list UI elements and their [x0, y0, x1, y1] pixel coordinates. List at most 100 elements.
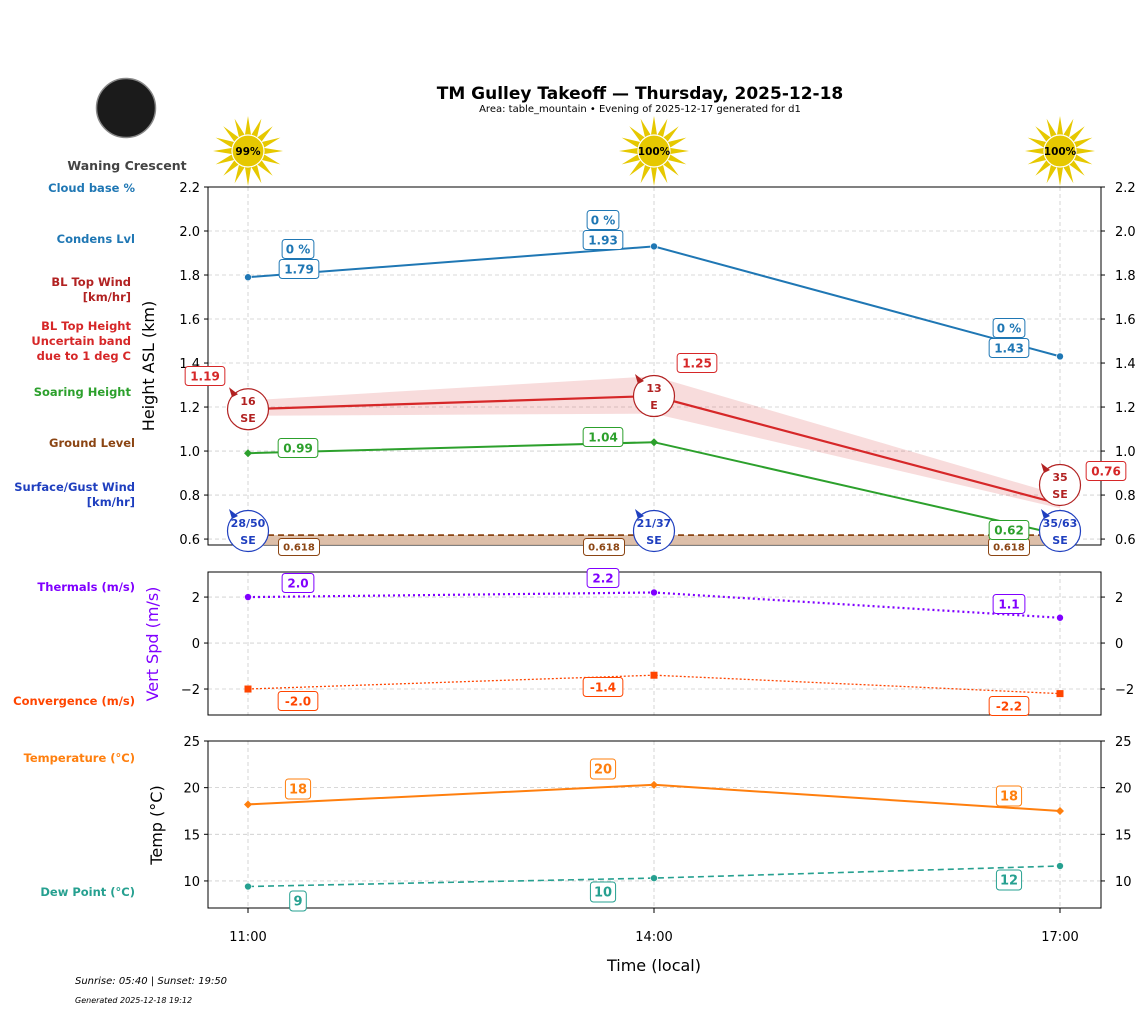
y-tick-label: 25: [183, 735, 200, 750]
y-tick-label: 1.8: [179, 269, 200, 284]
soaring-label: 1.04: [582, 427, 624, 447]
label-box: [995, 785, 1023, 807]
wind-circle: [632, 509, 676, 553]
label-box: [277, 691, 319, 711]
chart-subtitle: Area: table_mountain • Evening of 2025-1…: [479, 104, 801, 115]
wind-arrow-icon: [229, 509, 238, 519]
sun-disc: [1043, 134, 1077, 168]
wind-arrow-icon: [1041, 509, 1050, 519]
y-tick-label-right: 0: [1115, 637, 1123, 652]
wind-direction: SE: [240, 534, 255, 547]
label-box: [586, 568, 620, 588]
wind-direction: SE: [240, 412, 255, 425]
y-tick-label: 0.6: [179, 533, 200, 548]
label-text: 1.19: [190, 369, 220, 383]
wind-direction: SE: [1052, 488, 1067, 501]
y-axis-label-height: Height ASL (km): [139, 301, 158, 431]
label-text: -1.4: [590, 680, 616, 694]
label-text: 20: [594, 763, 612, 778]
dew-point-point: [1056, 862, 1064, 870]
bl-wind-badge: 35 SE: [1038, 463, 1082, 507]
wind-circle: [226, 509, 270, 553]
surface-wind-badge: 28/50 SE: [226, 509, 270, 553]
label-box: [995, 869, 1023, 891]
wind-speed: 13: [646, 382, 661, 395]
label-bl-band-note: due to 1 deg C: [37, 349, 131, 363]
y-tick-label: 1.2: [179, 401, 200, 416]
y-tick-label: 2.0: [179, 225, 200, 240]
soaring-label: 0.62: [988, 520, 1030, 540]
y-tick-label: 20: [183, 782, 200, 797]
sun-disc: [231, 134, 265, 168]
y-tick-label-right: 0.8: [1115, 489, 1136, 504]
label-box: [583, 538, 625, 556]
sun-percent: 100%: [1044, 146, 1077, 158]
wind-direction: SE: [1052, 534, 1067, 547]
label-text: 9: [293, 895, 302, 910]
dew-point-label: 9: [289, 890, 307, 912]
condens-point: [244, 273, 252, 282]
sun-disc: [637, 134, 671, 168]
y-axis-label-vert: Vert Spd (m/s): [143, 587, 162, 702]
y-tick-label-right: 1.8: [1115, 269, 1136, 284]
wind-arrow-icon: [635, 509, 644, 519]
wind-circle: [1038, 463, 1082, 507]
bl-uncertainty-band: [248, 376, 1060, 509]
label-surface-wind: Surface/Gust Wind: [14, 480, 135, 494]
x-tick-label: 11:00: [229, 930, 266, 945]
thermals-point: [1056, 613, 1064, 622]
wind-arrow-icon: [229, 387, 238, 398]
label-bl-wind-unit: [km/hr]: [83, 290, 131, 304]
bl-top-label: 1.25: [676, 353, 718, 373]
thermals-label: 2.0: [281, 573, 315, 593]
label-box: [278, 259, 320, 279]
wind-arrow-icon: [635, 374, 644, 385]
label-box: [184, 366, 226, 386]
y-tick-label-right: 10: [1115, 875, 1132, 890]
temperature-label: 20: [589, 758, 617, 780]
label-text: 0.618: [283, 543, 315, 554]
y-tick-label: 15: [183, 828, 200, 843]
sun-icon: 99%: [213, 116, 283, 186]
sun-icon: 100%: [619, 116, 689, 186]
temperature-point: [244, 800, 252, 809]
moon-phase-label: Waning Crescent: [67, 158, 186, 173]
convergence-label: -1.4: [582, 677, 624, 697]
chart-title: TM Gulley Takeoff — Thursday, 2025-12-18: [437, 84, 844, 104]
label-box: [289, 890, 307, 912]
plot-frame: [207, 571, 1102, 716]
label-box: [281, 239, 315, 259]
wind-circle: [226, 388, 270, 431]
wind-speed: 16: [240, 395, 256, 408]
condens-point: [1056, 352, 1064, 361]
label-text: 18: [1000, 790, 1018, 805]
sun-percent: 99%: [235, 146, 261, 158]
moon-icon: [95, 77, 157, 139]
convergence-label: -2.0: [277, 691, 319, 711]
label-text: 2.0: [287, 576, 308, 590]
y-tick-label-right: 1.0: [1115, 445, 1136, 460]
label-text: 2.2: [592, 571, 613, 585]
x-tick-label: 17:00: [1041, 930, 1078, 945]
cloud-base-label: 0 %: [281, 239, 315, 259]
wind-direction: E: [650, 399, 658, 412]
condens-point: [650, 242, 658, 251]
label-box: [284, 778, 312, 800]
label-box: [992, 318, 1026, 338]
y-tick-label-right: 2.0: [1115, 225, 1136, 240]
ground-level-label: 0.618: [278, 538, 320, 556]
label-bl-height: BL Top Height: [41, 319, 131, 333]
label-surface-wind-unit: [km/hr]: [87, 495, 135, 509]
label-thermals: Thermals (m/s): [37, 580, 135, 594]
temperature-label: 18: [995, 785, 1023, 807]
y-tick-label-right: 2: [1115, 591, 1123, 606]
soaring-label: 0.99: [277, 438, 319, 458]
y-tick-label-right: 2.2: [1115, 181, 1136, 196]
label-text: 1.1: [998, 597, 1019, 611]
label-box: [278, 538, 320, 556]
x-axis-label: Time (local): [606, 956, 701, 975]
label-text: 0.62: [994, 523, 1024, 537]
label-text: 0.618: [993, 543, 1025, 554]
convergence-line: [247, 674, 1061, 695]
